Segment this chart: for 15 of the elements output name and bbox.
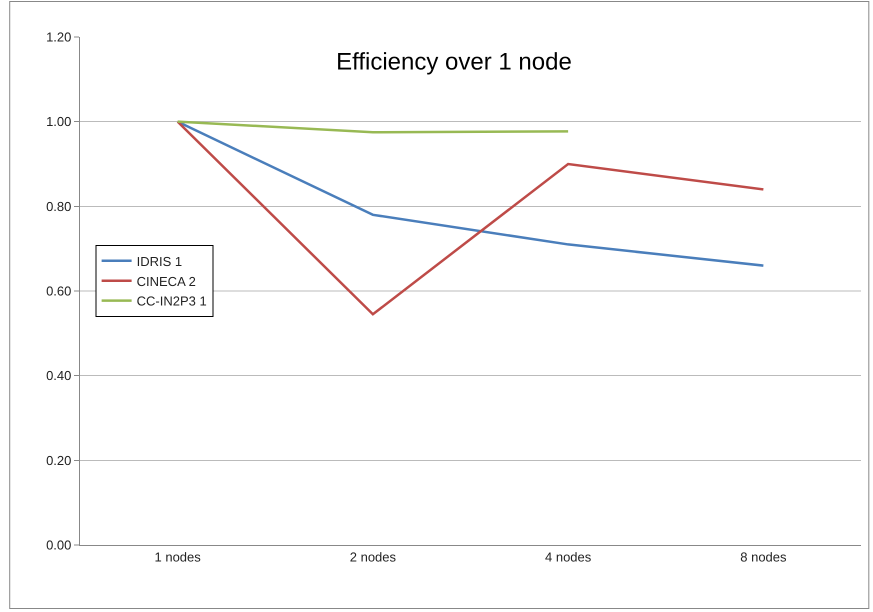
x-tick-label: 8 nodes	[740, 550, 788, 565]
y-tick-label: 0.00	[46, 538, 72, 553]
y-tick-label: 0.80	[46, 198, 72, 214]
legend-label: CINECA 2	[136, 274, 196, 289]
x-tick-label: 1 nodes	[154, 550, 202, 565]
legend-label: IDRIS 1	[136, 254, 182, 269]
y-tick-label: 0.20	[46, 452, 72, 468]
legend-label: CC-IN2P3 1	[136, 294, 207, 309]
y-tick-label: 0.40	[46, 368, 72, 384]
x-tick-label: 4 nodes	[544, 550, 592, 565]
y-tick-label: 0.60	[46, 284, 72, 299]
text: Efficiency over 1 node	[336, 48, 572, 76]
y-tick-label: 1.00	[46, 114, 72, 130]
y-tick-label: 1.20	[46, 30, 72, 45]
x-tick-label: 2 nodes	[350, 550, 397, 565]
